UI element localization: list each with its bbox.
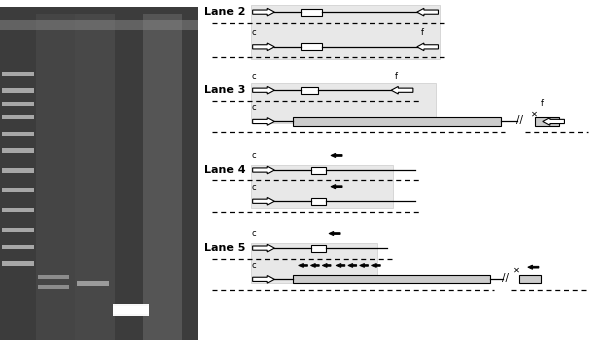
Bar [252,83,436,123]
Bar [38,275,69,279]
Bar [535,117,558,126]
Bar [301,87,318,94]
FancyArrow shape [253,8,274,16]
FancyArrow shape [253,197,274,205]
Bar [78,281,109,286]
Text: Lane 2: Lane 2 [204,7,246,17]
FancyArrow shape [543,118,564,125]
Text: c: c [251,151,256,160]
Bar [2,245,34,249]
FancyArrow shape [311,264,319,267]
Bar [2,102,34,106]
Bar [38,285,69,289]
Text: c: c [251,229,256,238]
Text: Lane 5: Lane 5 [204,243,246,253]
Text: //: // [516,115,523,125]
Text: c: c [251,0,256,2]
Bar [2,88,34,93]
FancyArrow shape [348,264,356,267]
FancyArrow shape [417,43,439,51]
Bar [0,20,198,30]
FancyArrow shape [253,118,274,125]
Bar [2,132,34,136]
Bar [2,188,34,193]
Bar [252,5,440,59]
Text: c: c [251,103,256,112]
Bar [2,208,34,212]
FancyArrow shape [331,153,342,158]
Bar [113,306,149,314]
FancyArrow shape [391,86,413,94]
Bar [143,14,182,340]
FancyArrow shape [253,43,274,51]
Text: Lane 3: Lane 3 [204,85,246,95]
Bar [2,115,34,119]
FancyArrow shape [253,244,274,252]
Text: c: c [251,261,256,270]
Bar [301,9,322,16]
Bar [2,168,34,172]
FancyArrow shape [253,276,274,283]
Bar [2,148,34,153]
FancyArrow shape [360,264,368,267]
Text: f: f [422,0,424,2]
Text: c: c [251,71,256,81]
Text: //: // [502,273,509,282]
Bar [36,14,75,340]
FancyArrow shape [253,166,274,174]
Bar [301,43,322,50]
Text: ✕: ✕ [530,109,538,118]
Text: f: f [422,28,424,37]
Bar [2,71,34,76]
Bar [2,261,34,266]
FancyArrow shape [253,86,274,94]
Bar [2,228,34,232]
FancyArrow shape [299,264,307,267]
Bar [252,243,378,283]
Text: Lane 4: Lane 4 [204,165,246,175]
Bar [113,304,149,316]
Text: c: c [251,28,256,37]
Bar [293,275,490,283]
FancyArrow shape [331,185,342,189]
Text: c: c [251,183,256,192]
Bar [252,165,393,208]
Text: ✕: ✕ [513,265,520,274]
FancyArrow shape [417,8,439,16]
Bar [311,245,326,252]
FancyArrow shape [336,264,345,267]
Bar [75,14,115,340]
FancyArrow shape [322,264,331,267]
Bar [519,275,541,283]
Bar [293,117,501,126]
Text: f: f [394,71,397,81]
Text: f: f [541,99,544,108]
FancyArrow shape [372,264,380,267]
FancyArrow shape [329,231,340,236]
Bar [311,198,326,205]
FancyArrow shape [528,265,539,269]
Bar [311,167,326,174]
